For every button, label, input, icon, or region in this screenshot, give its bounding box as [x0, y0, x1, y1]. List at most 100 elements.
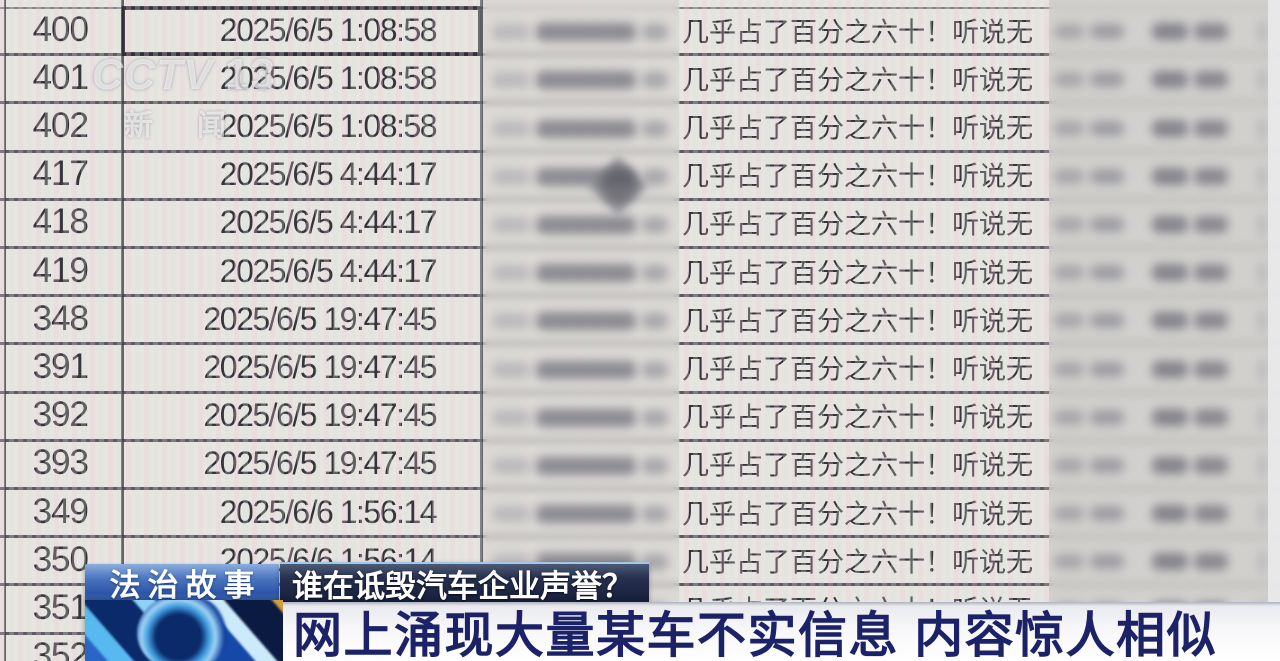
headline-banner: 网上涌现大量某车不实信息 内容惊人相似 — [283, 602, 1280, 661]
redacted-text-blob — [1194, 505, 1228, 523]
redacted-text-blob — [1152, 553, 1188, 571]
redacted-text-blob — [1258, 69, 1266, 92]
row-timestamp-cell: 2025/6/5 4:44:17 — [219, 155, 438, 192]
program-logo — [85, 600, 283, 661]
redacted-text-blob — [492, 457, 530, 474]
channel-watermark: CCTV 13 新闻 — [92, 50, 276, 144]
row-id-cell: 350 — [32, 539, 89, 579]
row-id-cell: 402 — [32, 106, 89, 146]
row-id-cell: 418 — [32, 202, 89, 242]
row-content-cell: 几乎占了百分之六十！听说无 — [682, 499, 1033, 530]
redacted-text-blob — [642, 120, 668, 137]
redacted-text-blob — [1054, 361, 1084, 377]
redacted-text-blob — [1194, 312, 1228, 330]
redacted-text-blob — [1054, 409, 1084, 425]
redacted-text-blob — [1152, 119, 1188, 137]
redacted-text-blob — [1152, 360, 1188, 378]
row-content-cell: 几乎占了百分之六十！听说无 — [682, 65, 1033, 96]
redacted-text-blob — [1152, 167, 1188, 185]
redacted-text-blob — [1090, 409, 1124, 425]
topic-badge-label: 谁在诋毁汽车企业声誉？ — [292, 569, 633, 604]
row-id-cell: 391 — [32, 347, 89, 387]
row-id-cell: 348 — [32, 298, 89, 338]
row-content-cell: 几乎占了百分之六十！听说无 — [682, 17, 1033, 48]
row-id-cell: 352 — [32, 636, 89, 661]
redacted-text-blob — [1258, 21, 1266, 44]
redacted-text-blob — [1152, 71, 1188, 89]
redacted-text-blob — [1258, 117, 1266, 140]
row-timestamp-cell: 2025/6/5 1:08:58 — [219, 11, 438, 48]
redacted-text-blob — [1194, 215, 1228, 233]
row-id-cell: 393 — [32, 443, 89, 483]
redacted-text-blob — [536, 215, 636, 234]
redacted-text-blob — [642, 409, 668, 426]
redacted-text-blob — [1194, 119, 1228, 137]
row-id-cell: 351 — [32, 588, 89, 628]
redacted-text-blob — [642, 72, 668, 89]
redacted-text-blob — [642, 168, 668, 185]
redacted-text-blob — [1258, 503, 1266, 526]
redacted-text-blob — [1152, 456, 1188, 474]
redacted-text-blob — [492, 361, 530, 378]
channel-logo-text: CCTV — [92, 51, 214, 99]
program-badge-label: 法治故事 — [109, 568, 262, 603]
redacted-text-blob — [1090, 24, 1124, 40]
row-id-cell: 349 — [32, 491, 89, 531]
redacted-text-blob — [1258, 213, 1266, 236]
redacted-text-blob — [1090, 457, 1124, 473]
row-timestamp-cell: 2025/6/5 19:47:45 — [203, 396, 437, 433]
redacted-text-blob — [1090, 120, 1124, 136]
redacted-text-blob — [1054, 24, 1084, 40]
row-id-cell: 400 — [32, 9, 89, 49]
redacted-text-blob — [536, 312, 636, 331]
redacted-text-blob — [1090, 313, 1124, 329]
redacted-text-blob — [1090, 554, 1124, 570]
redacted-text-blob — [1152, 505, 1188, 523]
redacted-text-blob — [642, 313, 668, 330]
table-row: 352 — [0, 635, 1280, 661]
redacted-text-blob — [1194, 408, 1228, 426]
redacted-text-blob — [642, 506, 668, 523]
redacted-text-blob — [536, 119, 636, 138]
redacted-text-blob — [1194, 23, 1228, 41]
redacted-text-blob — [1258, 358, 1266, 381]
headline-text: 网上涌现大量某车不实信息 内容惊人相似 — [293, 609, 1218, 661]
redacted-text-blob — [1194, 553, 1228, 571]
grid-line-vertical — [4, 0, 6, 661]
redacted-text-blob — [1054, 216, 1084, 232]
redacted-text-blob — [1258, 310, 1266, 333]
row-timestamp-cell: 2025/6/5 1:08:58 — [219, 107, 438, 144]
row-timestamp-cell: 2025/6/5 19:47:45 — [203, 300, 437, 337]
redacted-text-blob — [536, 71, 636, 90]
redacted-text-blob — [1054, 120, 1084, 136]
redacted-text-blob — [1090, 506, 1124, 522]
redacted-text-blob — [1194, 71, 1228, 89]
channel-subtitle: 新闻 — [124, 110, 271, 142]
redacted-text-blob — [1152, 408, 1188, 426]
redacted-text-blob — [536, 408, 636, 427]
grid-line-vertical — [121, 0, 124, 661]
redacted-text-blob — [1258, 406, 1266, 429]
redacted-text-blob — [1194, 264, 1228, 282]
redacted-text-blob — [1152, 23, 1188, 41]
redacted-text-blob — [536, 23, 636, 42]
redacted-text-blob — [1090, 72, 1124, 88]
redacted-text-blob — [492, 265, 530, 282]
redacted-text-blob — [492, 506, 530, 523]
topic-badge: 谁在诋毁汽车企业声誉？ — [280, 562, 649, 604]
redacted-text-blob — [1054, 313, 1084, 329]
row-timestamp-cell: 2025/6/5 1:08:58 — [219, 59, 438, 96]
redacted-text-blob — [1258, 165, 1266, 188]
redacted-text-blob — [642, 265, 668, 282]
redacted-text-blob — [1054, 72, 1084, 88]
redacted-text-blob — [492, 120, 530, 137]
redacted-text-blob — [1194, 360, 1228, 378]
row-content-cell: 几乎占了百分之六十！听说无 — [682, 402, 1033, 433]
redacted-text-blob — [1258, 551, 1266, 574]
grid-line-vertical — [480, 0, 483, 661]
redacted-text-blob — [642, 216, 668, 233]
redacted-text-blob — [1152, 312, 1188, 330]
redacted-text-blob — [1152, 264, 1188, 282]
sheet-right-edge — [1268, 0, 1280, 661]
